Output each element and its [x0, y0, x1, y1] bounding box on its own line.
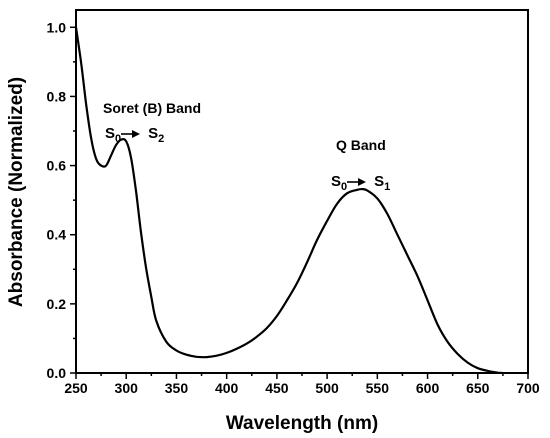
q-transition-arrow [347, 178, 366, 186]
x-tick-label: 600 [416, 380, 440, 396]
axis-ticks [70, 26, 529, 379]
y-tick-label: 1.0 [47, 19, 67, 35]
spectrum-line [74, 26, 504, 375]
x-tick-label: 400 [215, 380, 239, 396]
y-tick-label: 0.2 [47, 296, 67, 312]
x-tick-label: 650 [466, 380, 490, 396]
y-tick-label: 0.6 [47, 158, 67, 174]
q-transition-label: S0 S1 [331, 173, 390, 193]
q-band-label: Q Band [336, 137, 386, 153]
y-tick-label: 0.4 [47, 227, 67, 243]
x-tick-label: 250 [64, 380, 88, 396]
x-tick-label: 300 [115, 380, 139, 396]
x-tick-label: 500 [315, 380, 339, 396]
x-tick-label: 350 [165, 380, 189, 396]
x-tick-label: 550 [366, 380, 390, 396]
x-axis-title: Wavelength (nm) [226, 413, 378, 434]
x-tick-label: 450 [265, 380, 289, 396]
y-axis-title: Absorbance (Normalized) [6, 77, 27, 307]
soret-band-label: Soret (B) Band [103, 100, 201, 116]
soret-transition-arrow [121, 130, 140, 138]
x-tick-label: 700 [516, 380, 540, 396]
soret-transition-label: S0 S2 [105, 125, 164, 145]
y-tick-label: 0.0 [47, 365, 67, 381]
y-tick-label: 0.8 [47, 88, 67, 104]
tick-labels: 250 300 350 400 450 500 550 600 650 700 0.0 0.2 0.4 0… [47, 19, 540, 396]
plot-frame [75, 9, 529, 374]
